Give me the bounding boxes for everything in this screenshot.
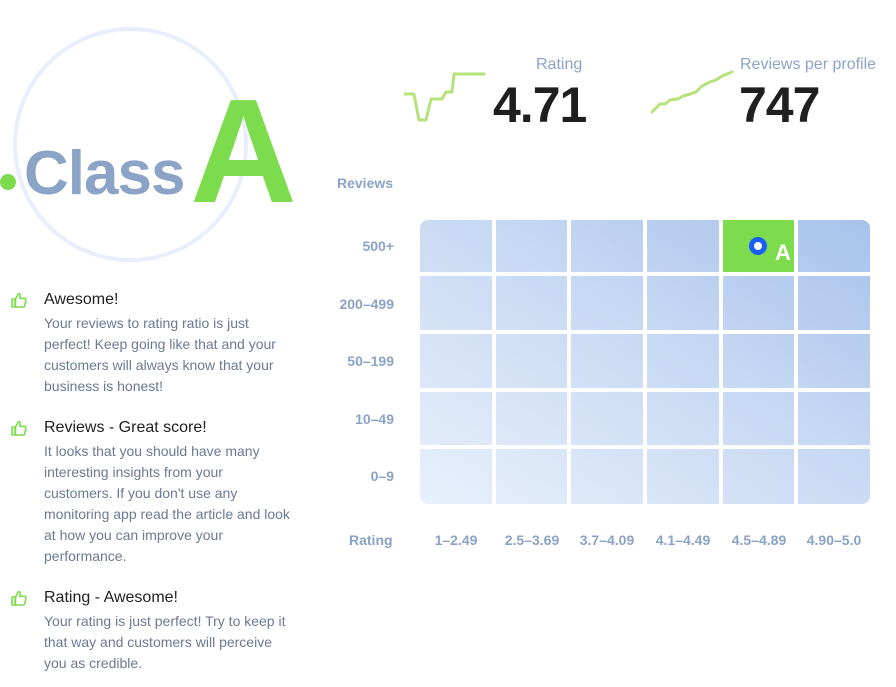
column-label: 1–2.49 xyxy=(434,532,478,548)
row-label: 50–199 xyxy=(347,353,394,369)
rating-reviews-matrix: A xyxy=(420,220,870,504)
column-label: 4.90–5.0 xyxy=(806,532,862,548)
column-label: 4.5–4.89 xyxy=(731,532,787,548)
column-label: 2.5–3.69 xyxy=(504,532,560,548)
rating-value: 4.71 xyxy=(493,77,587,133)
badge-dot xyxy=(0,174,16,190)
feedback-text: It looks that you should have many inter… xyxy=(44,443,290,564)
row-label: 200–499 xyxy=(339,296,394,312)
thumbs-up-icon xyxy=(11,420,27,436)
feedback-text: Your rating is just perfect! Try to keep… xyxy=(44,613,286,671)
column-label: 4.1–4.49 xyxy=(655,532,711,548)
class-badge: Class A xyxy=(0,0,320,290)
position-marker-icon xyxy=(749,237,767,255)
rating-label: Rating xyxy=(536,56,583,73)
x-axis-title: Rating xyxy=(349,532,393,548)
grid-divider xyxy=(567,220,571,504)
grid-divider xyxy=(643,220,647,504)
reviews-label: Reviews per profile xyxy=(740,56,877,73)
column-label: 3.7–4.09 xyxy=(579,532,635,548)
grid-divider xyxy=(492,220,496,504)
grid-divider xyxy=(420,388,870,392)
class-word: Class xyxy=(24,139,185,208)
class-grade: A xyxy=(190,69,297,234)
grid-divider xyxy=(719,220,723,504)
row-label: 10–49 xyxy=(355,411,394,427)
thumbs-up-icon xyxy=(11,292,27,308)
grid-divider xyxy=(420,330,870,334)
feedback-text: Your reviews to rating ratio is just per… xyxy=(44,315,276,394)
feedback-title: Awesome! xyxy=(44,291,119,308)
cell-grade: A xyxy=(775,240,791,265)
grid-divider xyxy=(420,272,870,276)
row-label: 500+ xyxy=(362,238,394,254)
feedback-title: Reviews - Great score! xyxy=(44,419,207,436)
thumbs-up-icon xyxy=(11,590,27,606)
rating-sparkline-icon xyxy=(404,72,486,122)
grid-divider xyxy=(794,220,798,504)
row-label: 0–9 xyxy=(370,468,394,484)
grid-divider xyxy=(420,445,870,449)
reviews-sparkline-icon xyxy=(650,70,734,114)
feedback-title: Rating - Awesome! xyxy=(44,589,178,606)
reviews-value: 747 xyxy=(739,77,820,133)
y-axis-title: Reviews xyxy=(337,175,394,191)
badge-ring xyxy=(13,27,248,262)
